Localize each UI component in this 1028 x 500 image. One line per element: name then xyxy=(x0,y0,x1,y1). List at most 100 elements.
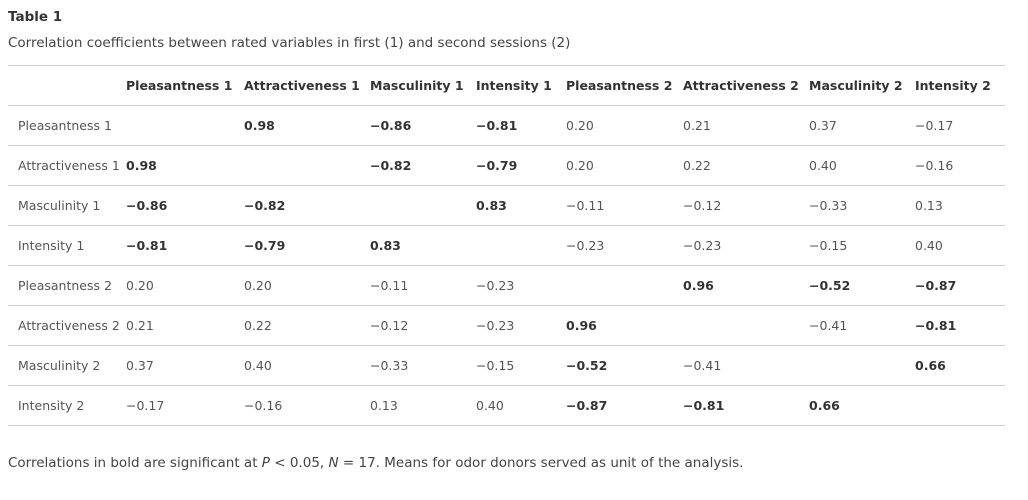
table-cell: 0.83 xyxy=(370,238,401,253)
table-cell xyxy=(915,386,1005,426)
column-header: Intensity 1 xyxy=(476,78,552,93)
table-cell: −0.81 xyxy=(126,238,168,253)
header-corner xyxy=(8,66,126,106)
table-body: Pleasantness 1 0.98 −0.86 −0.81 0.20 0.21 0.37… xyxy=(8,106,1005,426)
table-cell: −0.81 xyxy=(476,118,518,133)
table-cell: −0.23 xyxy=(566,238,605,253)
table-cell: 0.37 xyxy=(126,358,154,373)
table-cell: −0.17 xyxy=(126,398,165,413)
table-cell: 0.37 xyxy=(809,118,837,133)
header-row: Pleasantness 1 Attractiveness 1 Masculin… xyxy=(8,65,1005,106)
table-cell: 0.40 xyxy=(915,238,943,253)
table-cell: −0.81 xyxy=(915,318,957,333)
footnote-n-symbol: N xyxy=(328,455,339,471)
table-cell: 0.22 xyxy=(244,318,272,333)
table-cell: −0.16 xyxy=(244,398,283,413)
table-cell: −0.33 xyxy=(370,358,409,373)
table-cell xyxy=(683,306,809,346)
table-cell: −0.81 xyxy=(683,398,725,413)
row-label: Masculinity 2 xyxy=(18,358,101,373)
table-cell xyxy=(809,346,915,386)
column-header: Intensity 2 xyxy=(915,78,991,93)
table-cell: 0.20 xyxy=(244,278,272,293)
table-row: Pleasantness 1 0.98 −0.86 −0.81 0.20 0.21 0.37… xyxy=(8,106,1005,146)
table-cell: 0.20 xyxy=(126,278,154,293)
table-cell: −0.82 xyxy=(244,198,286,213)
table-cell: −0.86 xyxy=(126,198,168,213)
column-header: Attractiveness 1 xyxy=(244,78,360,93)
table-cell: −0.79 xyxy=(476,158,518,173)
table-cell: 0.66 xyxy=(809,398,840,413)
row-label: Attractiveness 2 xyxy=(18,318,120,333)
table-cell: −0.87 xyxy=(915,278,957,293)
footnote-p-symbol: P xyxy=(261,455,270,471)
footnote-prefix: Correlations in bold are significant at xyxy=(8,455,262,471)
table-cell: −0.41 xyxy=(683,358,722,373)
table-cell: −0.11 xyxy=(566,198,605,213)
table-row: Masculinity 1 −0.86 −0.82 0.83 −0.11 −0.12 −0.… xyxy=(8,186,1005,226)
table-cell: −0.12 xyxy=(683,198,722,213)
table-cell: 0.83 xyxy=(476,198,507,213)
table-cell: 0.40 xyxy=(476,398,504,413)
table-footnote: Correlations in bold are significant at … xyxy=(8,455,743,471)
column-header: Masculinity 1 xyxy=(370,78,464,93)
table-cell: 0.13 xyxy=(370,398,398,413)
row-label: Attractiveness 1 xyxy=(18,158,120,173)
table-cell: 0.98 xyxy=(126,158,157,173)
table-cell: −0.17 xyxy=(915,118,954,133)
table-cell: −0.52 xyxy=(809,278,851,293)
table-cell: −0.23 xyxy=(683,238,722,253)
table-cell: 0.21 xyxy=(126,318,154,333)
table-cell: 0.21 xyxy=(683,118,711,133)
footnote-p-value: < 0.05, xyxy=(269,455,329,471)
table-cell: −0.23 xyxy=(476,278,515,293)
table-cell xyxy=(370,186,476,226)
column-header: Pleasantness 1 xyxy=(126,78,233,93)
table-cell: −0.12 xyxy=(370,318,409,333)
table-row: Intensity 2 −0.17 −0.16 0.13 0.40 −0.87 −0.81 0… xyxy=(8,386,1005,426)
table-cell: −0.16 xyxy=(915,158,954,173)
table-cell: 0.98 xyxy=(244,118,275,133)
table-cell: −0.11 xyxy=(370,278,409,293)
table-cell: 0.40 xyxy=(244,358,272,373)
row-label: Pleasantness 1 xyxy=(18,118,112,133)
table-row: Attractiveness 1 0.98 −0.82 −0.79 0.20 0.22 0.… xyxy=(8,146,1005,186)
table-row: Pleasantness 2 0.20 0.20 −0.11 −0.23 0.96 −0.5… xyxy=(8,266,1005,306)
row-label: Intensity 1 xyxy=(18,238,85,253)
table-cell: −0.23 xyxy=(476,318,515,333)
table-cell: 0.96 xyxy=(566,318,597,333)
correlation-table: Pleasantness 1 Attractiveness 1 Masculin… xyxy=(8,65,1005,426)
table-cell xyxy=(566,266,683,306)
table-row: Masculinity 2 0.37 0.40 −0.33 −0.15 −0.52 −0.4… xyxy=(8,346,1005,386)
table-cell: 0.13 xyxy=(915,198,943,213)
table-cell: −0.82 xyxy=(370,158,412,173)
table-cell: −0.15 xyxy=(476,358,515,373)
table-cell: −0.33 xyxy=(809,198,848,213)
table-cell xyxy=(126,106,244,146)
column-header: Pleasantness 2 xyxy=(566,78,673,93)
row-label: Masculinity 1 xyxy=(18,198,101,213)
row-label: Pleasantness 2 xyxy=(18,278,112,293)
table-row: Attractiveness 2 0.21 0.22 −0.12 −0.23 0.96 −0… xyxy=(8,306,1005,346)
table-cell: −0.86 xyxy=(370,118,412,133)
table-cell: 0.40 xyxy=(809,158,837,173)
table-cell: 0.20 xyxy=(566,118,594,133)
table-cell: −0.41 xyxy=(809,318,848,333)
table-cell: −0.15 xyxy=(809,238,848,253)
row-label: Intensity 2 xyxy=(18,398,85,413)
table-cell: 0.22 xyxy=(683,158,711,173)
table-cell: −0.52 xyxy=(566,358,608,373)
table-row: Intensity 1 −0.81 −0.79 0.83 −0.23 −0.23 −0.15… xyxy=(8,226,1005,266)
table-description: Correlation coefficients between rated v… xyxy=(8,35,571,51)
table-title: Table 1 xyxy=(8,9,63,25)
table-cell xyxy=(476,226,566,266)
footnote-n-value: = 17. Means for odor donors served as un… xyxy=(338,455,744,471)
table-cell: 0.66 xyxy=(915,358,946,373)
table-cell: −0.87 xyxy=(566,398,608,413)
table-cell: −0.79 xyxy=(244,238,286,253)
table-cell: 0.20 xyxy=(566,158,594,173)
column-header: Masculinity 2 xyxy=(809,78,903,93)
table-cell: 0.96 xyxy=(683,278,714,293)
column-header: Attractiveness 2 xyxy=(683,78,799,93)
table-cell xyxy=(244,146,370,186)
